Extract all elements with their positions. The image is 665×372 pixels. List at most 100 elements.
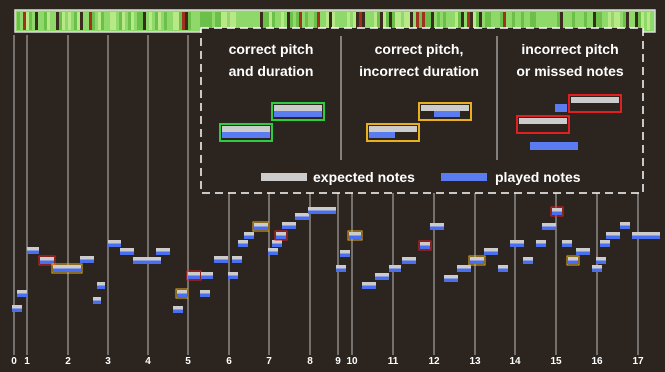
strip-cell xyxy=(26,12,29,30)
expected-note xyxy=(12,305,22,309)
measure-number: 8 xyxy=(307,356,313,367)
played-note xyxy=(576,251,590,255)
key-label: played notes xyxy=(495,169,581,185)
played-note xyxy=(201,275,213,279)
played-note xyxy=(592,268,602,272)
expected-note xyxy=(40,257,54,261)
measure-number: 13 xyxy=(469,356,481,367)
strip-cell xyxy=(23,12,26,30)
strip-cell xyxy=(98,12,101,30)
played-note xyxy=(336,268,346,272)
strip-cell xyxy=(74,12,77,30)
expected-note xyxy=(576,248,590,252)
played-note xyxy=(596,260,606,264)
note-outline xyxy=(550,206,564,217)
played-note xyxy=(606,235,620,239)
strip-cell xyxy=(428,12,431,30)
strip-cell xyxy=(131,12,134,30)
expected-note xyxy=(80,256,94,260)
measure-number: 1 xyxy=(24,356,30,367)
expected-note xyxy=(606,232,620,236)
measure-number: 10 xyxy=(346,356,358,367)
strip-cell xyxy=(35,12,38,30)
strip-cell xyxy=(299,12,302,30)
strip-cell xyxy=(149,12,152,30)
strip-cell xyxy=(266,12,269,30)
played-note xyxy=(600,243,610,247)
strip-cell xyxy=(173,12,176,30)
strip-cell xyxy=(158,12,161,30)
expected-note xyxy=(444,275,458,279)
strip-cell xyxy=(287,12,290,30)
expected-note xyxy=(200,290,210,294)
strip-cell xyxy=(182,12,185,30)
strip-cell xyxy=(572,12,575,30)
strip-cell xyxy=(44,12,47,30)
expected-note xyxy=(188,272,200,276)
note-outline xyxy=(175,288,189,299)
strip-cell xyxy=(419,12,422,30)
expected-note xyxy=(470,257,484,261)
expected-note xyxy=(17,290,27,294)
strip-cell xyxy=(140,12,143,30)
played-note xyxy=(620,225,630,229)
strip-cell xyxy=(17,12,20,30)
strip-cell xyxy=(398,12,401,30)
played-note xyxy=(93,300,101,304)
expected-note xyxy=(244,232,254,236)
strip-cell xyxy=(230,12,233,30)
expected-note xyxy=(568,257,578,261)
strip-cell xyxy=(47,12,50,30)
expected-note xyxy=(484,248,498,252)
strip-cell xyxy=(404,12,407,30)
note-outline xyxy=(418,240,432,251)
strip-cell xyxy=(356,12,359,30)
played-note xyxy=(238,243,248,247)
strip-cell xyxy=(68,12,71,30)
expected-note xyxy=(276,232,286,236)
strip-cell xyxy=(455,12,458,30)
expected-note xyxy=(536,240,546,244)
played-note xyxy=(80,259,94,263)
expected-note xyxy=(420,242,430,246)
note-outline xyxy=(274,230,288,241)
strip-cell xyxy=(617,12,620,30)
example-incorrect xyxy=(516,94,622,150)
expected-note xyxy=(402,257,416,261)
strip-cell xyxy=(638,12,641,30)
strip-cell xyxy=(137,12,140,30)
played-note xyxy=(200,293,210,297)
legend-heading: or missed notes xyxy=(516,63,624,79)
expected-note xyxy=(523,257,533,261)
played-note xyxy=(349,235,361,239)
played-note xyxy=(295,216,309,220)
strip-cell xyxy=(353,12,356,30)
strip-cell xyxy=(599,12,602,30)
example-correct xyxy=(219,102,325,142)
played-note xyxy=(542,226,556,230)
strip-cell xyxy=(431,12,434,30)
expected-note xyxy=(173,306,183,310)
strip-cell xyxy=(305,12,308,30)
played-note xyxy=(254,226,268,230)
strip-cell xyxy=(425,12,428,30)
measure-number: 2 xyxy=(65,356,71,367)
strip-cell xyxy=(584,12,587,30)
measure-number: 17 xyxy=(632,356,644,367)
strip-cell xyxy=(332,12,335,30)
legend-heading: and duration xyxy=(229,63,314,79)
expected-note xyxy=(349,232,361,236)
played-note xyxy=(188,275,200,279)
expected-note xyxy=(336,265,346,269)
expected-note xyxy=(430,223,444,227)
strip-cell xyxy=(143,12,146,30)
strip-cell xyxy=(479,12,482,30)
strip-cell xyxy=(647,12,650,30)
played-note xyxy=(562,243,572,247)
strip-cell xyxy=(101,12,104,30)
legend-heading: correct pitch, xyxy=(375,41,464,57)
strip-cell xyxy=(113,12,116,30)
strip-cell xyxy=(386,12,389,30)
expected-note xyxy=(268,248,278,252)
strip-cell xyxy=(317,12,320,30)
